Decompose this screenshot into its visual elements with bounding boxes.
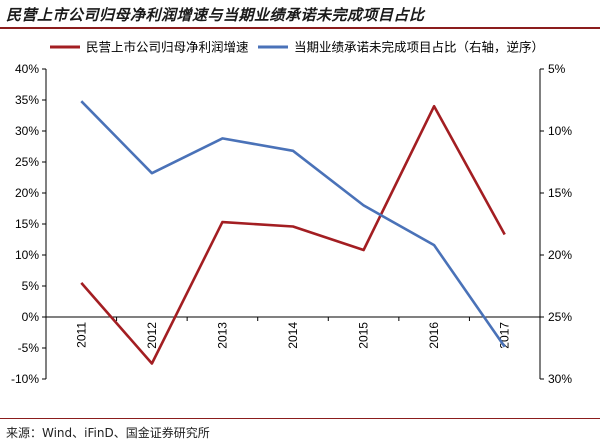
legend: 民营上市公司归母净利润增速 当期业绩承诺未完成项目占比（右轴，逆序） — [50, 40, 544, 55]
left-tick-label: 0% — [22, 310, 40, 324]
chart-title: 民营上市公司归母净利润增速与当期业绩承诺未完成项目占比 — [6, 6, 425, 24]
line-chart: 民营上市公司归母净利润增速 当期业绩承诺未完成项目占比（右轴，逆序） 40% 35%… — [11, 40, 572, 387]
right-tick-label: 10% — [548, 124, 572, 138]
left-tick-label: 10% — [15, 248, 39, 262]
x-tick-label: 2011 — [74, 322, 88, 348]
x-tick-label: 2014 — [286, 322, 300, 349]
left-tick-label: 40% — [15, 62, 39, 76]
right-tick-label: 20% — [548, 248, 572, 262]
footer-rule — [0, 418, 600, 419]
right-tick-label: 30% — [548, 372, 572, 386]
right-tick-label: 25% — [548, 310, 572, 324]
series-line-2 — [80, 100, 506, 348]
x-tick-label: 2016 — [427, 322, 441, 349]
x-tick-label: 2013 — [215, 322, 229, 349]
left-tick-label: -5% — [18, 341, 40, 355]
axes: 40% 35% 30% 25% 20% 15% 10% 5% 0% -5% -10% 5% 10% 15%… — [11, 62, 572, 386]
legend-label-2: 当期业绩承诺未完成项目占比（右轴，逆序） — [294, 40, 544, 55]
left-tick-label: 30% — [15, 124, 39, 138]
right-tick-label: 15% — [548, 186, 572, 200]
right-tick-label: 5% — [548, 62, 566, 76]
left-tick-label: 5% — [22, 279, 40, 293]
series-lines — [80, 100, 506, 365]
series-line-1 — [80, 104, 506, 365]
title-underline — [0, 27, 600, 29]
x-tick-label: 2015 — [357, 322, 371, 349]
left-tick-label: 20% — [15, 186, 39, 200]
left-tick-label: 35% — [15, 93, 39, 107]
x-tick-label: 2012 — [145, 322, 159, 349]
left-tick-label: -10% — [11, 372, 39, 386]
left-tick-label: 25% — [15, 155, 39, 169]
left-tick-label: 15% — [15, 217, 39, 231]
legend-label-1: 民营上市公司归母净利润增速 — [86, 40, 249, 55]
source-note: 来源：Wind、iFinD、国金证券研究所 — [6, 426, 210, 440]
